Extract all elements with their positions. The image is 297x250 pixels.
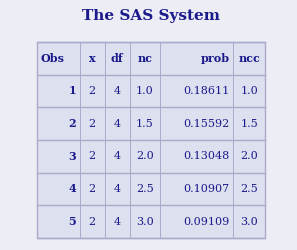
Text: nc: nc: [137, 53, 152, 64]
Text: 2: 2: [89, 151, 96, 161]
Text: Obs: Obs: [40, 53, 64, 64]
Text: 4: 4: [113, 151, 121, 161]
Text: 2.0: 2.0: [240, 151, 258, 161]
Text: ncc: ncc: [238, 53, 260, 64]
Text: 2: 2: [69, 118, 76, 129]
Text: 4: 4: [69, 184, 76, 194]
Text: 2.5: 2.5: [136, 184, 154, 194]
Text: 1: 1: [69, 86, 76, 96]
Text: 1.5: 1.5: [136, 119, 154, 129]
Text: 0.09109: 0.09109: [184, 217, 230, 227]
Text: 0.13048: 0.13048: [184, 151, 230, 161]
Text: prob: prob: [200, 53, 230, 64]
Text: 4: 4: [113, 119, 121, 129]
Text: 5: 5: [69, 216, 76, 227]
Text: 3: 3: [69, 151, 76, 162]
Text: The SAS System: The SAS System: [82, 9, 220, 23]
Text: 3.0: 3.0: [240, 217, 258, 227]
Text: 2.0: 2.0: [136, 151, 154, 161]
Text: 1.5: 1.5: [240, 119, 258, 129]
Text: 4: 4: [113, 217, 121, 227]
Text: 2: 2: [89, 217, 96, 227]
Text: 0.10907: 0.10907: [184, 184, 230, 194]
Text: 1.0: 1.0: [240, 86, 258, 96]
Text: 3.0: 3.0: [136, 217, 154, 227]
Text: x: x: [89, 53, 96, 64]
Text: 2: 2: [89, 86, 96, 96]
Text: 4: 4: [113, 86, 121, 96]
Text: df: df: [111, 53, 124, 64]
Text: 2.5: 2.5: [240, 184, 258, 194]
Text: 0.18611: 0.18611: [184, 86, 230, 96]
Text: 0.15592: 0.15592: [184, 119, 230, 129]
Text: 4: 4: [113, 184, 121, 194]
Bar: [37, 42, 265, 238]
Text: 1.0: 1.0: [136, 86, 154, 96]
Text: 2: 2: [89, 119, 96, 129]
Text: 2: 2: [89, 184, 96, 194]
